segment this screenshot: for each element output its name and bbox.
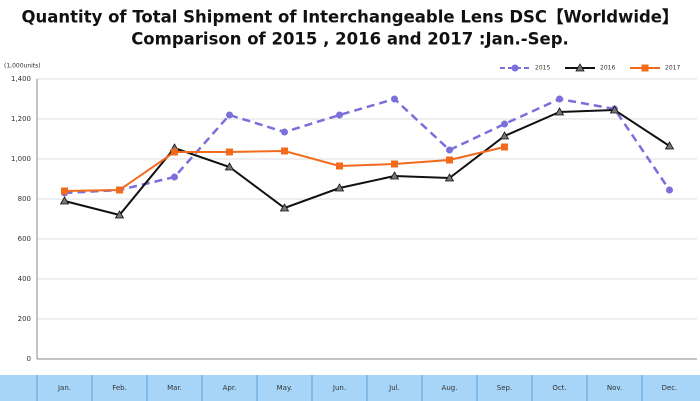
x-tick-label: May. [277, 384, 293, 392]
point [226, 111, 233, 119]
series-line [64, 97, 671, 195]
x-tick-label: Apr. [223, 384, 237, 392]
point [116, 186, 123, 194]
point [446, 146, 453, 154]
point [609, 105, 620, 114]
point [334, 183, 345, 192]
point [556, 95, 563, 103]
point [391, 95, 398, 103]
point [336, 162, 343, 170]
point [501, 143, 508, 151]
x-tick-label: Jul. [388, 384, 400, 392]
y-tick-label: 1,400 [11, 75, 31, 83]
point [336, 111, 343, 119]
point [666, 186, 673, 194]
point [446, 156, 453, 164]
x-tick-label: Aug. [442, 384, 458, 392]
x-tick-label: Nov. [607, 384, 622, 392]
y-tick-label: 1,200 [11, 115, 31, 123]
point [171, 173, 178, 181]
legend-label: 2015 [535, 65, 550, 72]
x-tick-label: Mar. [167, 384, 182, 392]
x-tick-label: Sep. [497, 384, 512, 392]
point [499, 131, 510, 140]
point [61, 187, 68, 195]
point [171, 148, 178, 156]
x-tick-label: Feb. [112, 384, 127, 392]
point [554, 107, 565, 116]
point [279, 203, 290, 212]
y-tick-label: 0 [27, 355, 31, 363]
point [226, 148, 233, 156]
point [444, 173, 455, 182]
point [59, 196, 70, 205]
x-tick-label: Dec. [662, 384, 678, 392]
point [511, 64, 519, 72]
y-tick-label: 600 [18, 235, 31, 243]
legend-label: 2017 [665, 65, 680, 72]
point [114, 210, 125, 219]
point [575, 63, 585, 72]
y-tick-label: 400 [18, 275, 31, 283]
point [281, 128, 288, 136]
category-band [0, 375, 700, 401]
point [391, 160, 398, 168]
y-tick-label: 1,000 [11, 155, 31, 163]
x-tick-label: Oct. [552, 384, 566, 392]
point [501, 120, 508, 128]
y-axis-label: (1,000units) [4, 63, 41, 70]
chart-subtitle: Comparison of 2015 , 2016 and 2017 :Jan.… [131, 30, 569, 49]
legend-label: 2016 [600, 65, 615, 72]
point [641, 64, 649, 72]
point [224, 162, 235, 171]
x-tick-label: Jan. [57, 384, 71, 392]
point [281, 147, 288, 155]
point [389, 171, 400, 180]
x-tick-label: Jun. [332, 384, 346, 392]
y-tick-label: 200 [18, 315, 31, 323]
chart-title: Quantity of Total Shipment of Interchang… [22, 8, 679, 27]
point [664, 141, 675, 150]
y-tick-label: 800 [18, 195, 31, 203]
